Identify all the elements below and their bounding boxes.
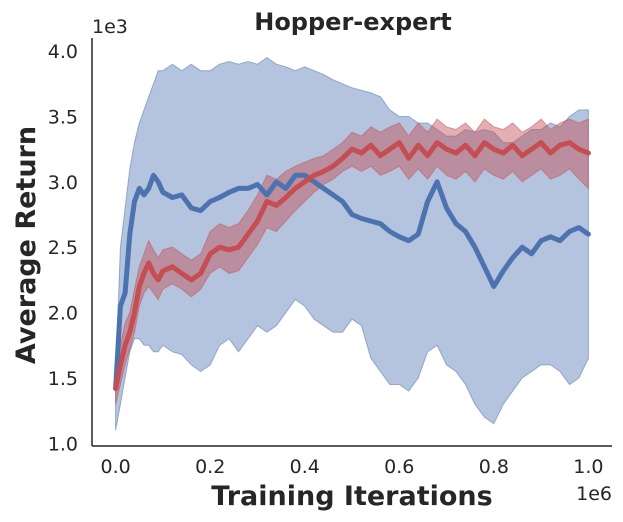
series-1-line <box>113 172 591 391</box>
y-tick-label: 3.0 <box>48 172 78 194</box>
y-tick-label: 2.5 <box>48 237 78 259</box>
axes <box>91 38 612 447</box>
x-axis-title: Training Iterations <box>211 481 492 512</box>
series-2-band <box>115 118 589 405</box>
confidence-bands <box>115 56 589 431</box>
y-axis-title: Average Return <box>11 126 42 364</box>
series-lines <box>113 140 591 391</box>
y-tick-label: 1.0 <box>48 433 78 455</box>
y-tick-label: 2.0 <box>48 303 78 325</box>
series-2-line <box>113 140 591 391</box>
x-tick-label: 0.0 <box>101 456 131 478</box>
x-tick-labels: 0.0 0.2 0.4 0.6 0.8 1.0 <box>101 456 604 478</box>
y-tick-label: 1.5 <box>48 368 78 390</box>
chart-title: Hopper-expert <box>254 8 452 36</box>
x-offset-label: 1e6 <box>576 483 612 505</box>
y-offset-label: 1e3 <box>92 16 128 38</box>
x-tick-label: 0.2 <box>195 456 225 478</box>
series-1-band <box>115 56 589 431</box>
x-tick-label: 0.6 <box>384 456 414 478</box>
x-tick-label: 1.0 <box>573 456 603 478</box>
y-tick-label: 4.0 <box>48 41 78 63</box>
y-tick-labels: 1.0 1.5 2.0 2.5 3.0 3.5 4.0 <box>48 41 78 455</box>
x-tick-label: 0.4 <box>290 456 320 478</box>
x-tick-label: 0.8 <box>479 456 509 478</box>
y-tick-label: 3.5 <box>48 106 78 128</box>
